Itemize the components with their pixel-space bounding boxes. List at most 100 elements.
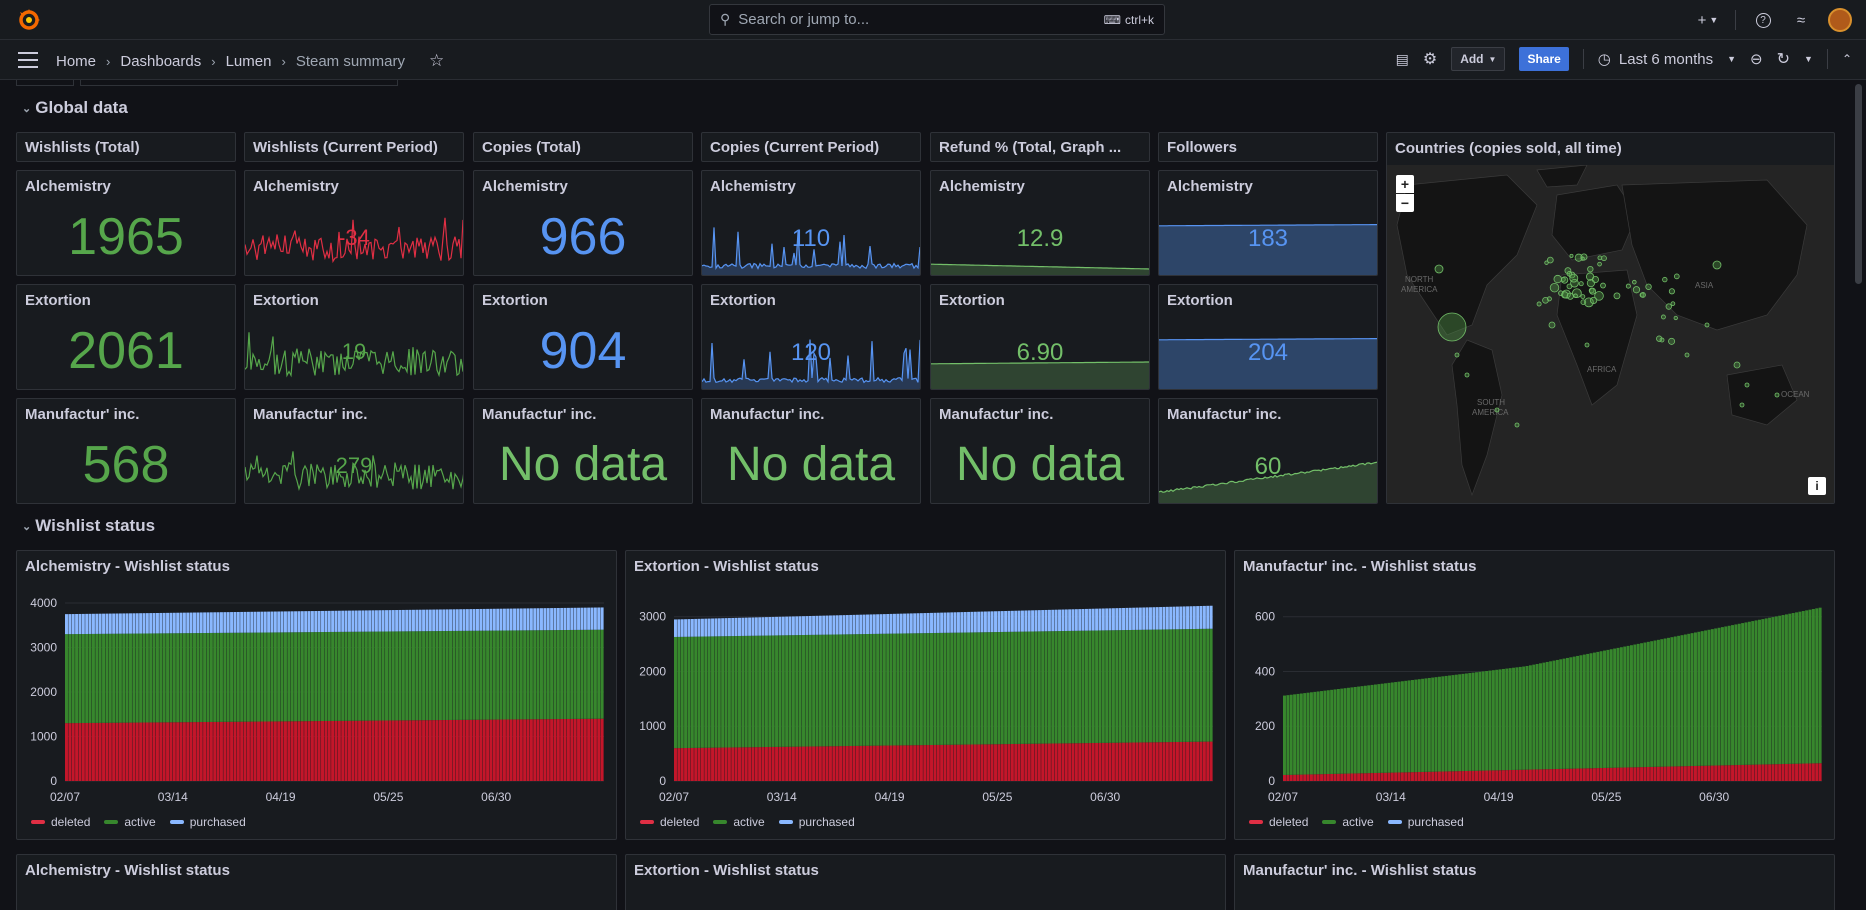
menu-icon[interactable]: [18, 52, 38, 68]
header-panel-0[interactable]: Wishlists (Total): [16, 132, 236, 162]
stat-panel[interactable]: Alchemistry 1965: [16, 170, 236, 276]
zoom-out-button[interactable]: −: [1396, 194, 1414, 212]
refresh-interval-chevron-icon[interactable]: ▼: [1804, 54, 1813, 64]
legend-item-active[interactable]: active: [104, 815, 156, 829]
grafana-logo-icon[interactable]: [16, 8, 42, 32]
bar-segment-purchased: [1122, 607, 1126, 631]
stat-panel[interactable]: Manufactur' inc. No data: [701, 398, 921, 504]
header-panel-2[interactable]: Copies (Total): [473, 132, 693, 162]
bar-segment-active: [963, 632, 967, 745]
stat-panel[interactable]: Manufactur' inc. 279: [244, 398, 464, 504]
bar-segment-active: [734, 636, 738, 748]
attribution-info-button[interactable]: i: [1808, 477, 1826, 495]
stat-panel[interactable]: Alchemistry -34: [244, 170, 464, 276]
share-button[interactable]: Share: [1519, 47, 1569, 71]
bar-segment-deleted: [1592, 768, 1596, 781]
stat-panel[interactable]: Manufactur' inc. 568: [16, 398, 236, 504]
breadcrumb-home[interactable]: Home: [56, 52, 97, 70]
bar-segment-active: [317, 632, 321, 722]
header-panel-5[interactable]: Followers: [1158, 132, 1378, 162]
header-panel-1[interactable]: Wishlists (Current Period): [244, 132, 464, 162]
row-title-wishlist[interactable]: ⌄ Wishlist status: [22, 516, 156, 535]
stat-panel[interactable]: Extortion 19: [244, 284, 464, 390]
settings-gear-icon[interactable]: ⚙: [1422, 51, 1438, 68]
bar-segment-active: [304, 632, 308, 722]
bar-segment-purchased: [970, 611, 974, 633]
stat-panel[interactable]: Alchemistry 12.9: [930, 170, 1150, 276]
legend-item-active[interactable]: active: [713, 815, 765, 829]
add-button[interactable]: Add ▼: [1451, 47, 1506, 71]
stat-panel[interactable]: Manufactur' inc. 60: [1158, 398, 1378, 504]
wishlist-chart-panel[interactable]: Manufactur' inc. - Wishlist status: [1234, 854, 1835, 910]
save-icon[interactable]: ▤: [1395, 50, 1409, 67]
bar-segment-deleted: [1478, 770, 1482, 781]
bar-segment-deleted: [1145, 742, 1149, 781]
stat-panel[interactable]: Extortion 6.90: [930, 284, 1150, 390]
countries-map-panel[interactable]: Countries (copies sold, all time) NORTH A…: [1386, 132, 1835, 504]
wishlist-chart-panel[interactable]: Alchemistry - Wishlist status 0 1000 2000 30…: [16, 550, 617, 840]
wishlist-chart-panel[interactable]: Alchemistry - Wishlist status: [16, 854, 617, 910]
legend-item-purchased[interactable]: purchased: [778, 815, 855, 829]
bar-segment-purchased: [933, 612, 937, 633]
legend-item-deleted[interactable]: deleted: [1249, 815, 1308, 829]
bar-segment-active: [65, 634, 68, 724]
refresh-icon[interactable]: ↻: [1776, 51, 1791, 68]
bar-segment-active: [418, 631, 422, 721]
stat-panel[interactable]: Extortion 120: [701, 284, 921, 390]
bar-segment-active: [462, 630, 466, 720]
bar-segment-active: [341, 631, 345, 721]
stat-panel[interactable]: Extortion 204: [1158, 284, 1378, 390]
bar-segment-deleted: [1155, 742, 1159, 781]
legend-item-active[interactable]: active: [1322, 815, 1374, 829]
wishlist-chart-panel[interactable]: Extortion - Wishlist status: [625, 854, 1226, 910]
bar-segment-deleted: [1434, 771, 1438, 781]
bar-segment-deleted: [526, 719, 530, 781]
wishlist-chart-panel[interactable]: Manufactur' inc. - Wishlist status 0 200 40…: [1234, 550, 1835, 840]
collapse-chevron-up-icon[interactable]: ⌃: [1841, 52, 1852, 66]
new-plus-icon[interactable]: + ▼: [1697, 11, 1719, 29]
bar-segment-purchased: [411, 609, 415, 632]
stat-panel[interactable]: Extortion 904: [473, 284, 693, 390]
user-avatar[interactable]: [1828, 8, 1852, 32]
bar-segment-deleted: [1576, 768, 1580, 781]
zoom-in-button[interactable]: +: [1396, 175, 1414, 193]
wishlist-chart-panel[interactable]: Extortion - Wishlist status 0 1000 2000 3000…: [625, 550, 1226, 840]
y-tick-label: 3000: [639, 610, 666, 624]
star-icon[interactable]: ☆: [429, 51, 445, 70]
legend-item-purchased[interactable]: purchased: [1387, 815, 1464, 829]
scrollbar[interactable]: [1852, 80, 1866, 910]
stat-panel[interactable]: Alchemistry 966: [473, 170, 693, 276]
stat-panel[interactable]: Manufactur' inc. No data: [473, 398, 693, 504]
time-range-picker[interactable]: ◷ Last 6 months ▼: [1598, 50, 1736, 69]
stat-panel[interactable]: Alchemistry 183: [1158, 170, 1378, 276]
legend-item-purchased[interactable]: purchased: [169, 815, 246, 829]
bar-segment-deleted: [1424, 771, 1428, 781]
zoom-out-icon[interactable]: ⊖: [1750, 51, 1763, 68]
help-icon[interactable]: ?: [1752, 9, 1774, 31]
breadcrumb-folder[interactable]: Lumen: [225, 52, 272, 70]
row-title-global[interactable]: ⌄ Global data: [22, 98, 128, 117]
bar-segment-deleted: [909, 745, 913, 781]
bar-segment-purchased: [573, 607, 577, 630]
news-rss-icon[interactable]: ≈: [1796, 11, 1806, 29]
bar-segment-purchased: [398, 609, 402, 632]
header-panel-3[interactable]: Copies (Current Period): [701, 132, 921, 162]
bar-segment-purchased: [748, 617, 752, 636]
stat-panel[interactable]: Alchemistry 110: [701, 170, 921, 276]
bar-segment-active: [277, 632, 281, 722]
stat-panel[interactable]: Extortion 2061: [16, 284, 236, 390]
bar-segment-deleted: [680, 748, 684, 781]
search-input[interactable]: ⚲ Search or jump to... ⌨ ctrl+k: [709, 4, 1165, 35]
scrollbar-thumb[interactable]: [1855, 84, 1862, 284]
bar-segment-purchased: [1206, 605, 1210, 629]
bar-segment-active: [1394, 682, 1398, 773]
legend-item-deleted[interactable]: deleted: [31, 815, 90, 829]
header-panel-4[interactable]: Refund % (Total, Graph ...: [930, 132, 1150, 162]
stat-panel[interactable]: Manufactur' inc. No data: [930, 398, 1150, 504]
legend-item-deleted[interactable]: deleted: [640, 815, 699, 829]
breadcrumb-dashboards[interactable]: Dashboards: [120, 52, 202, 70]
